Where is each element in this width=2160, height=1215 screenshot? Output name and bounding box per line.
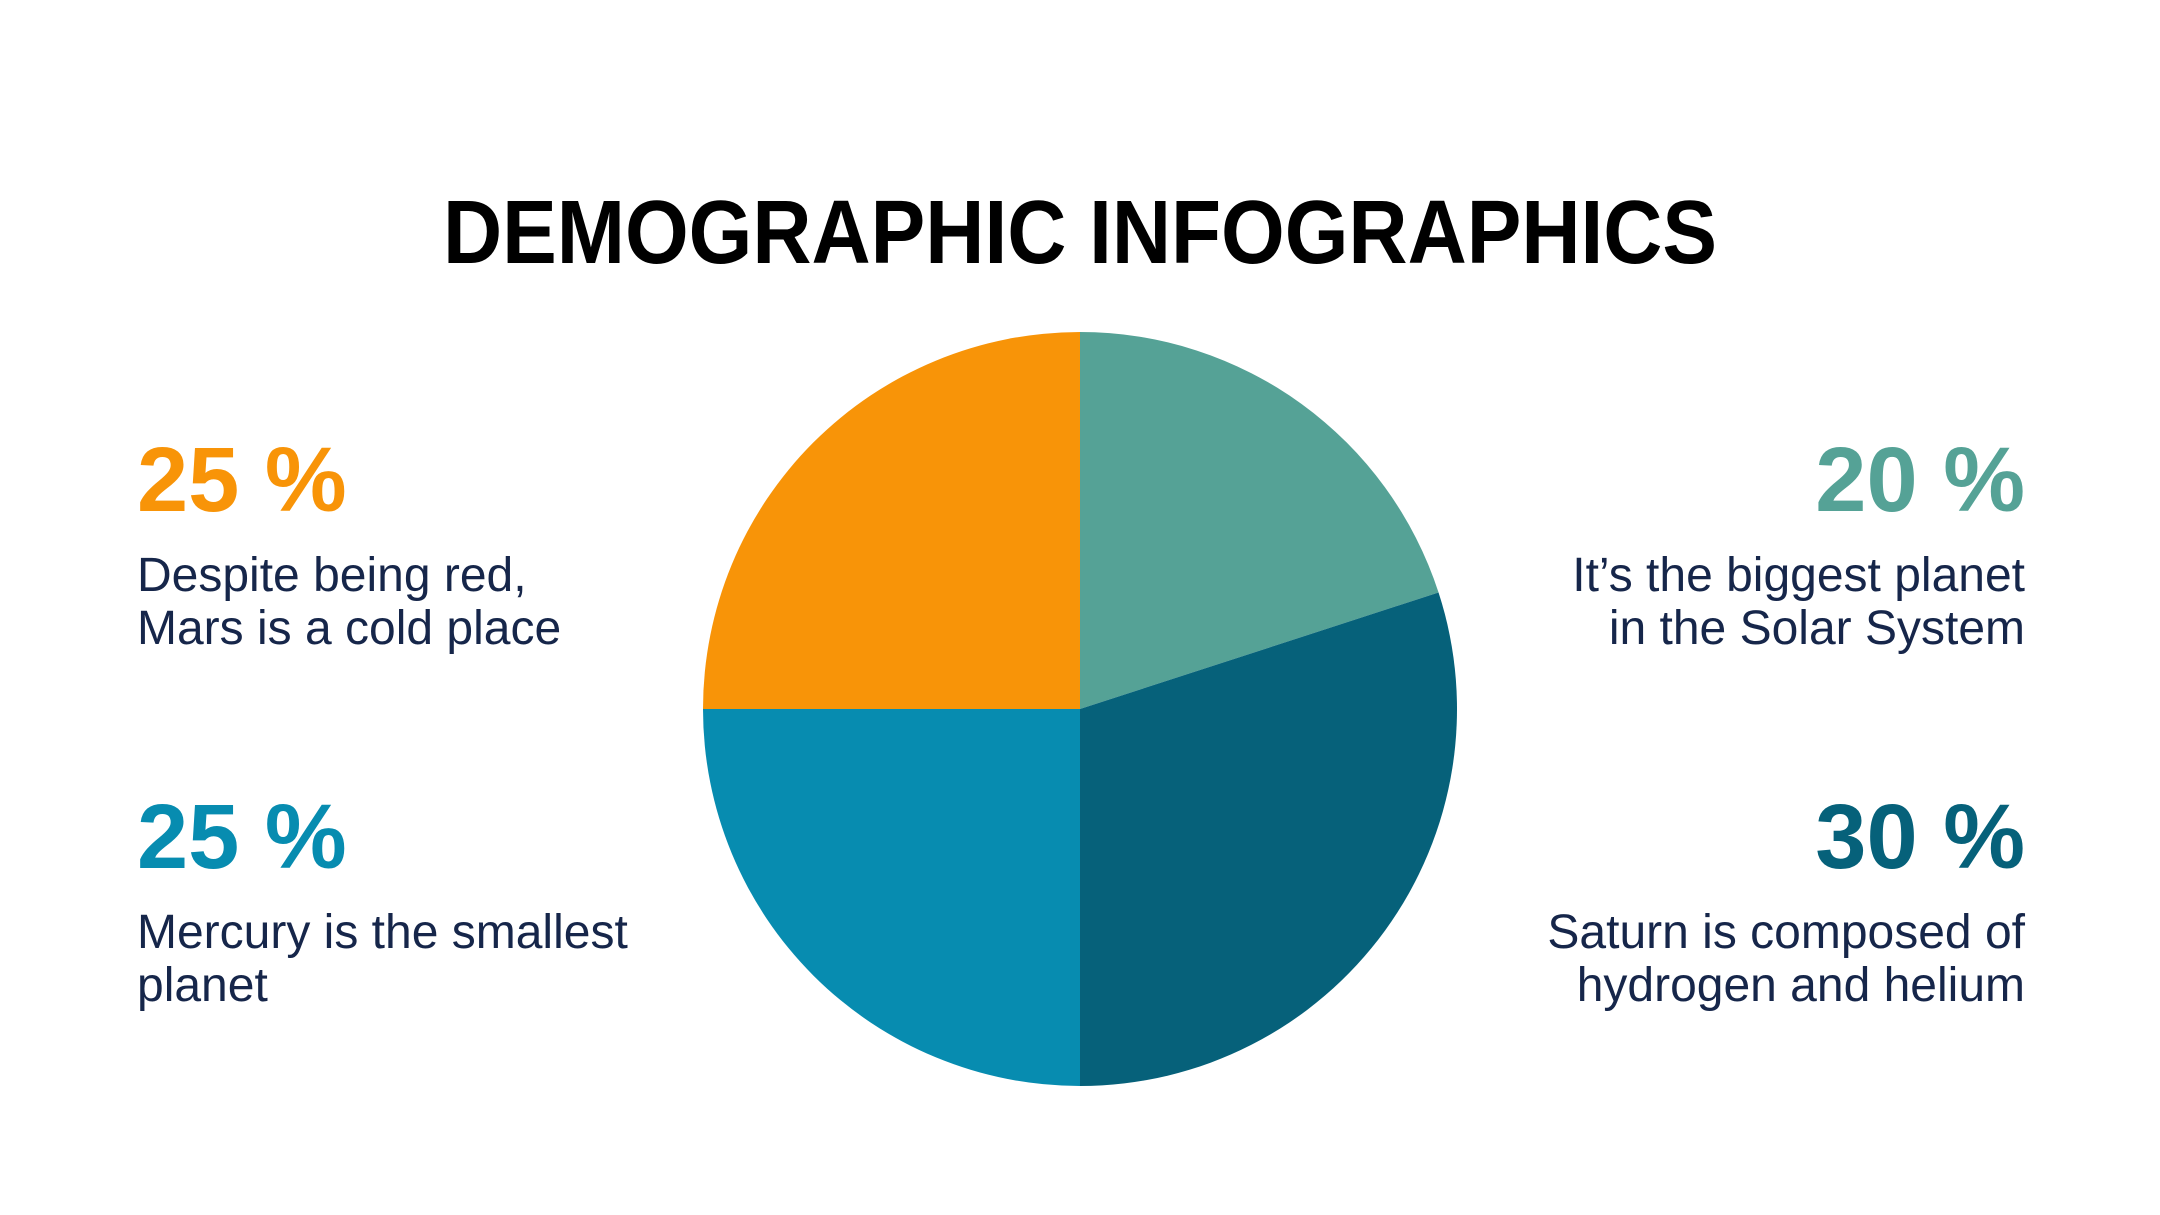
stat-desc-jupiter: It’s the biggest planet in the Solar Sys… [1572,549,2025,655]
stat-block-jupiter: 20 % It’s the biggest planet in the Sola… [1385,434,2025,655]
pie-chart [703,332,1457,1086]
stat-value-saturn: 30 % [1815,786,2025,888]
pie-chart-container [703,332,1457,1086]
pie-slice-jupiter [1080,332,1439,709]
stat-desc-mars: Despite being red, Mars is a cold place [137,549,562,655]
pie-slice-mercury [703,709,1080,1086]
pie-slice-saturn [1080,592,1457,1086]
stat-desc-mercury: Mercury is the smallest planet [137,906,628,1012]
stat-desc-saturn: Saturn is composed of hydrogen and heliu… [1547,906,2025,1012]
page-title: DEMOGRAPHIC INFOGRAPHICS [442,183,1718,284]
stat-value-mars: 25 % [137,429,347,531]
stat-block-mars: 25 % Despite being red, Mars is a cold p… [137,434,777,655]
stat-block-mercury: 25 % Mercury is the smallest planet [137,791,777,1012]
stat-value-jupiter: 20 % [1815,429,2025,531]
stat-block-saturn: 30 % Saturn is composed of hydrogen and … [1385,791,2025,1012]
pie-slice-mars [703,332,1080,709]
stat-value-mercury: 25 % [137,786,347,888]
